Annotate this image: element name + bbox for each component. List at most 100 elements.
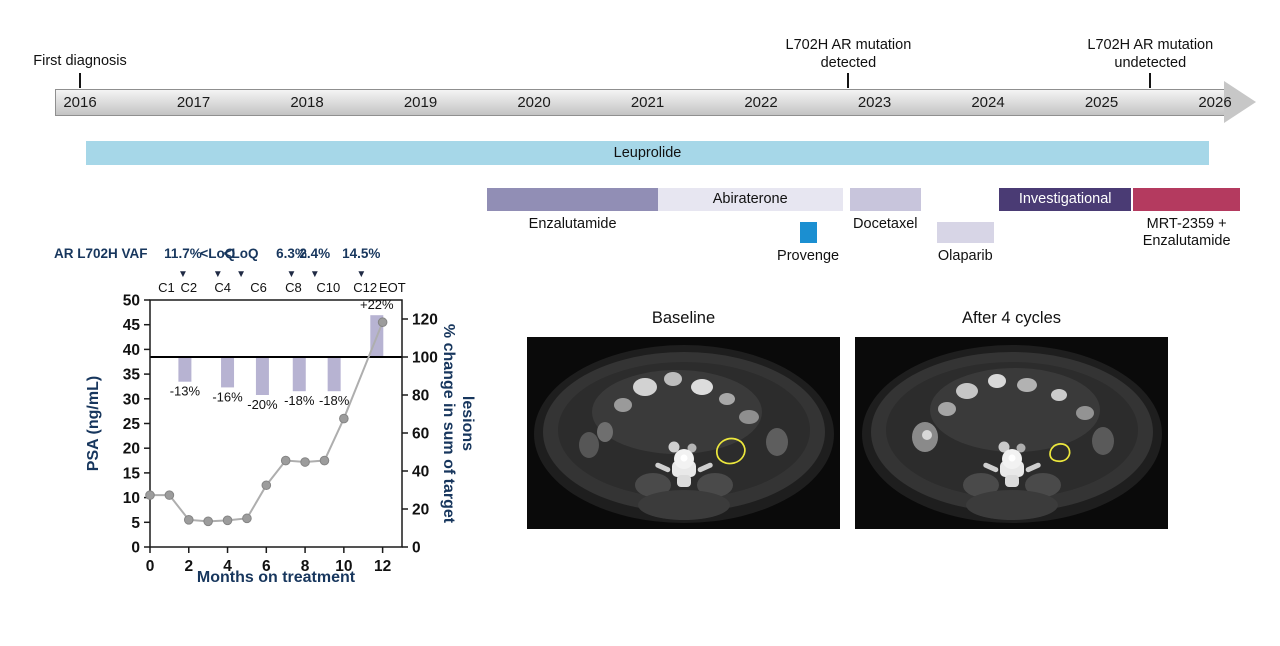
timeline-year-label: 2023 [857,94,892,111]
ct-panel-baseline: Baseline [527,306,840,529]
event-tick-mark-l702h-ar-mutation-detected [847,73,850,88]
treatment-bar-leuprolide: Leuprolide [85,141,1210,165]
psa-point [339,413,349,424]
vaf-arrow-icon: ▼ [310,269,320,280]
cycle-label-c10: C10 [316,280,340,295]
target-lesion-outline [715,437,746,465]
event-label-l702h-ar-mutation-undetected: L702H AR mutation undetected [1087,37,1214,71]
y-right-tick-label: 0 [412,540,421,557]
cycle-label-c12: C12 [353,280,377,295]
lesion-change-bar [178,357,192,382]
timeline-year-label: 2018 [290,94,324,111]
y-right-tick-label: 80 [412,388,429,405]
lesion-change-bar [292,357,306,392]
treatment-bar-investigational: Investigational [999,188,1131,211]
vaf-value: <LoQ [224,246,259,261]
cycle-label-c6: C6 [250,280,267,295]
vaf-arrow-icon: ▼ [236,269,246,280]
y-left-tick-label: 15 [123,465,141,482]
ct-panel-after-4-cycles: After 4 cycles [855,306,1168,529]
event-tick-mark-l702h-ar-mutation-undetected [1149,73,1152,88]
vaf-value: 2.4% [299,246,330,261]
ct-anatomy [855,337,1168,529]
treatment-label-olaparib: Olaparib [937,248,993,264]
psa-point [300,457,310,467]
timeline-year-label: 2026 [1198,94,1232,111]
y-left-tick-label: 5 [131,515,140,532]
psa-point [261,480,272,491]
psa-point [377,317,388,328]
lesion-change-label: -18% [284,393,315,408]
y-left-axis-title: PSA (ng/mL) [85,376,102,471]
ct-image-after-4-cycles [855,337,1168,529]
vaf-arrow-icon: ▼ [287,269,297,280]
y-right-axis-title-line-1: % change in sum of target [440,324,457,524]
vaf-value: 14.5% [342,246,380,261]
psa-point [242,513,252,524]
timeline-year-label: 2025 [1084,94,1119,111]
cycle-label-c2: C2 [180,280,197,295]
treatment-label-enzalutamide: Enzalutamide [528,216,617,232]
vaf-heading: AR L702H VAF [54,246,148,261]
psa-lesion-chart: -13% -16%-20% -18% -18%+22%0510152025303540… [54,246,476,586]
timeline-year-label: 2022 [744,94,778,111]
vaf-arrow-icon: ▼ [356,269,366,280]
ct-anatomy [527,337,840,529]
y-right-tick-label: 100 [412,350,438,367]
timeline-year-label: 2017 [176,94,211,111]
psa-point [280,455,291,466]
lesion-change-label: -18% [319,393,350,408]
lesion-change-label: -13% [170,384,201,399]
treatment-bar-provenge [799,222,817,243]
y-right-tick-label: 20 [412,502,429,519]
y-left-tick-label: 50 [123,293,140,310]
plot-frame [149,299,403,548]
timeline-axis-arrowhead-icon [1224,81,1256,123]
vaf-value: <LoQ [200,246,235,261]
x-axis-title: Months on treatment [197,569,356,586]
x-tick-label: 10 [335,558,352,575]
event-label-first-diagnosis: First diagnosis [33,53,127,69]
y-right-tick-label: 40 [412,464,429,481]
lesion-change-label: +22% [360,297,394,312]
y-left-tick-label: 30 [123,391,140,408]
y-right-tick-label: 120 [412,312,438,329]
psa-point [203,516,213,527]
cycle-label-c4: C4 [214,280,231,295]
psa-point [145,490,155,500]
y-left-tick-label: 10 [123,490,140,507]
timeline-axis-bar [55,89,1225,116]
treatment-label-docetaxel: Docetaxel [853,216,918,232]
y-left-tick-label: 0 [131,540,140,557]
cycle-label-eot: EOT [379,280,406,295]
cycle-label-c1: C1 [158,280,175,295]
event-label-l702h-ar-mutation-detected: L702H AR mutation detected [785,37,912,71]
y-left-tick-label: 35 [123,367,141,384]
lesion-change-bar [221,357,235,388]
timeline-year-label: 2024 [971,94,1005,111]
vertebra [655,449,713,487]
x-tick-label: 0 [146,558,155,575]
psa-line [150,321,384,523]
treatment-bar-mrt-2359-enzalutamide [1133,188,1240,211]
treatment-bar-abiraterone: Abiraterone [657,188,843,211]
vertebra [983,449,1041,487]
treatment-label-mrt-2359-enzalutamide: MRT-2359 + Enzalutamide [1142,216,1231,249]
lesion-change-bar [327,357,341,392]
vaf-value: 11.7% [164,246,202,261]
ct-panel-baseline-title: Baseline [651,309,716,327]
timeline-year-label: 2016 [63,94,97,111]
ct-panel-after-title: After 4 cycles [961,309,1062,327]
y-left-tick-label: 45 [123,317,141,334]
treatment-bar-olaparib [936,222,994,243]
target-lesion-outline [1049,443,1071,463]
ct-image-baseline [527,337,840,529]
timeline-year-label: 2020 [517,94,551,111]
y-left-tick-label: 40 [123,342,140,359]
x-tick-label: 6 [262,558,271,575]
psa-point [183,515,194,525]
treatment-bar-docetaxel [849,188,922,211]
x-tick-label: 12 [374,558,391,575]
